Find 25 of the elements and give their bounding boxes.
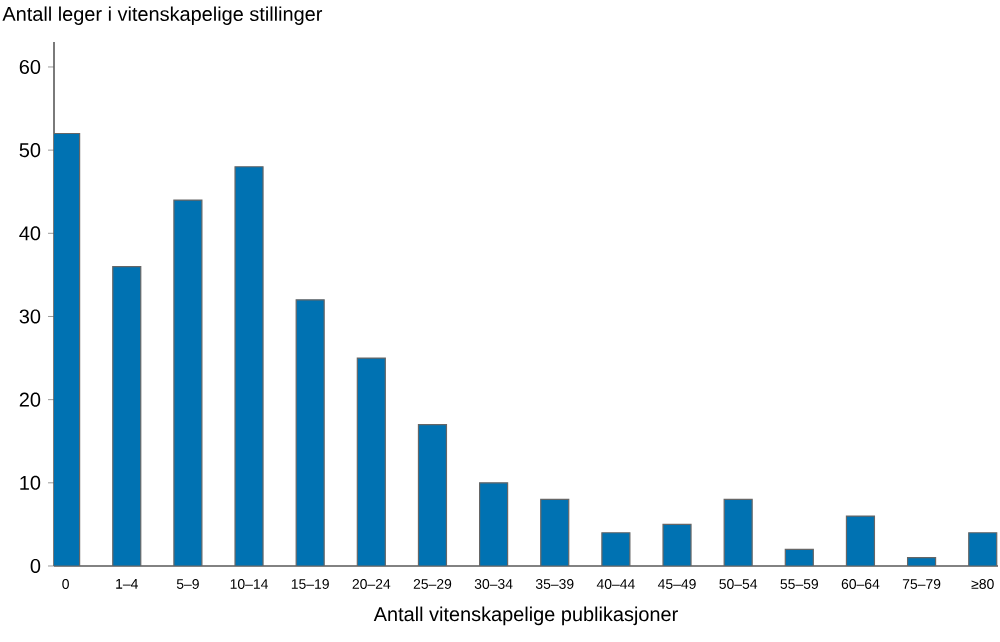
y-tick-label: 0 [30, 558, 41, 574]
y-axis-title: Antall leger i vitenskapelige stillinger [2, 6, 323, 25]
bar [784, 548, 814, 566]
y-tick-label: 10 [20, 475, 41, 490]
bar [662, 523, 692, 566]
y-tick-label: 20 [19, 392, 41, 407]
bar [968, 532, 998, 566]
bar [54, 132, 81, 566]
bar [906, 557, 937, 566]
x-axis-title: Antall vitenskapelige publikasjoner [373, 606, 678, 626]
bar [601, 532, 631, 566]
bar [723, 498, 753, 566]
bar [234, 166, 264, 566]
bar [112, 265, 142, 566]
bar [479, 482, 509, 566]
bar [417, 424, 448, 566]
y-tick-label: 50 [19, 143, 41, 158]
y-tick-label: 60 [19, 59, 41, 75]
bar [173, 199, 203, 566]
bar [356, 357, 386, 566]
bar [295, 299, 325, 566]
bar [845, 515, 876, 566]
y-tick-label: 30 [19, 309, 41, 324]
y-tick-label: 40 [19, 226, 41, 241]
bar [540, 498, 570, 566]
